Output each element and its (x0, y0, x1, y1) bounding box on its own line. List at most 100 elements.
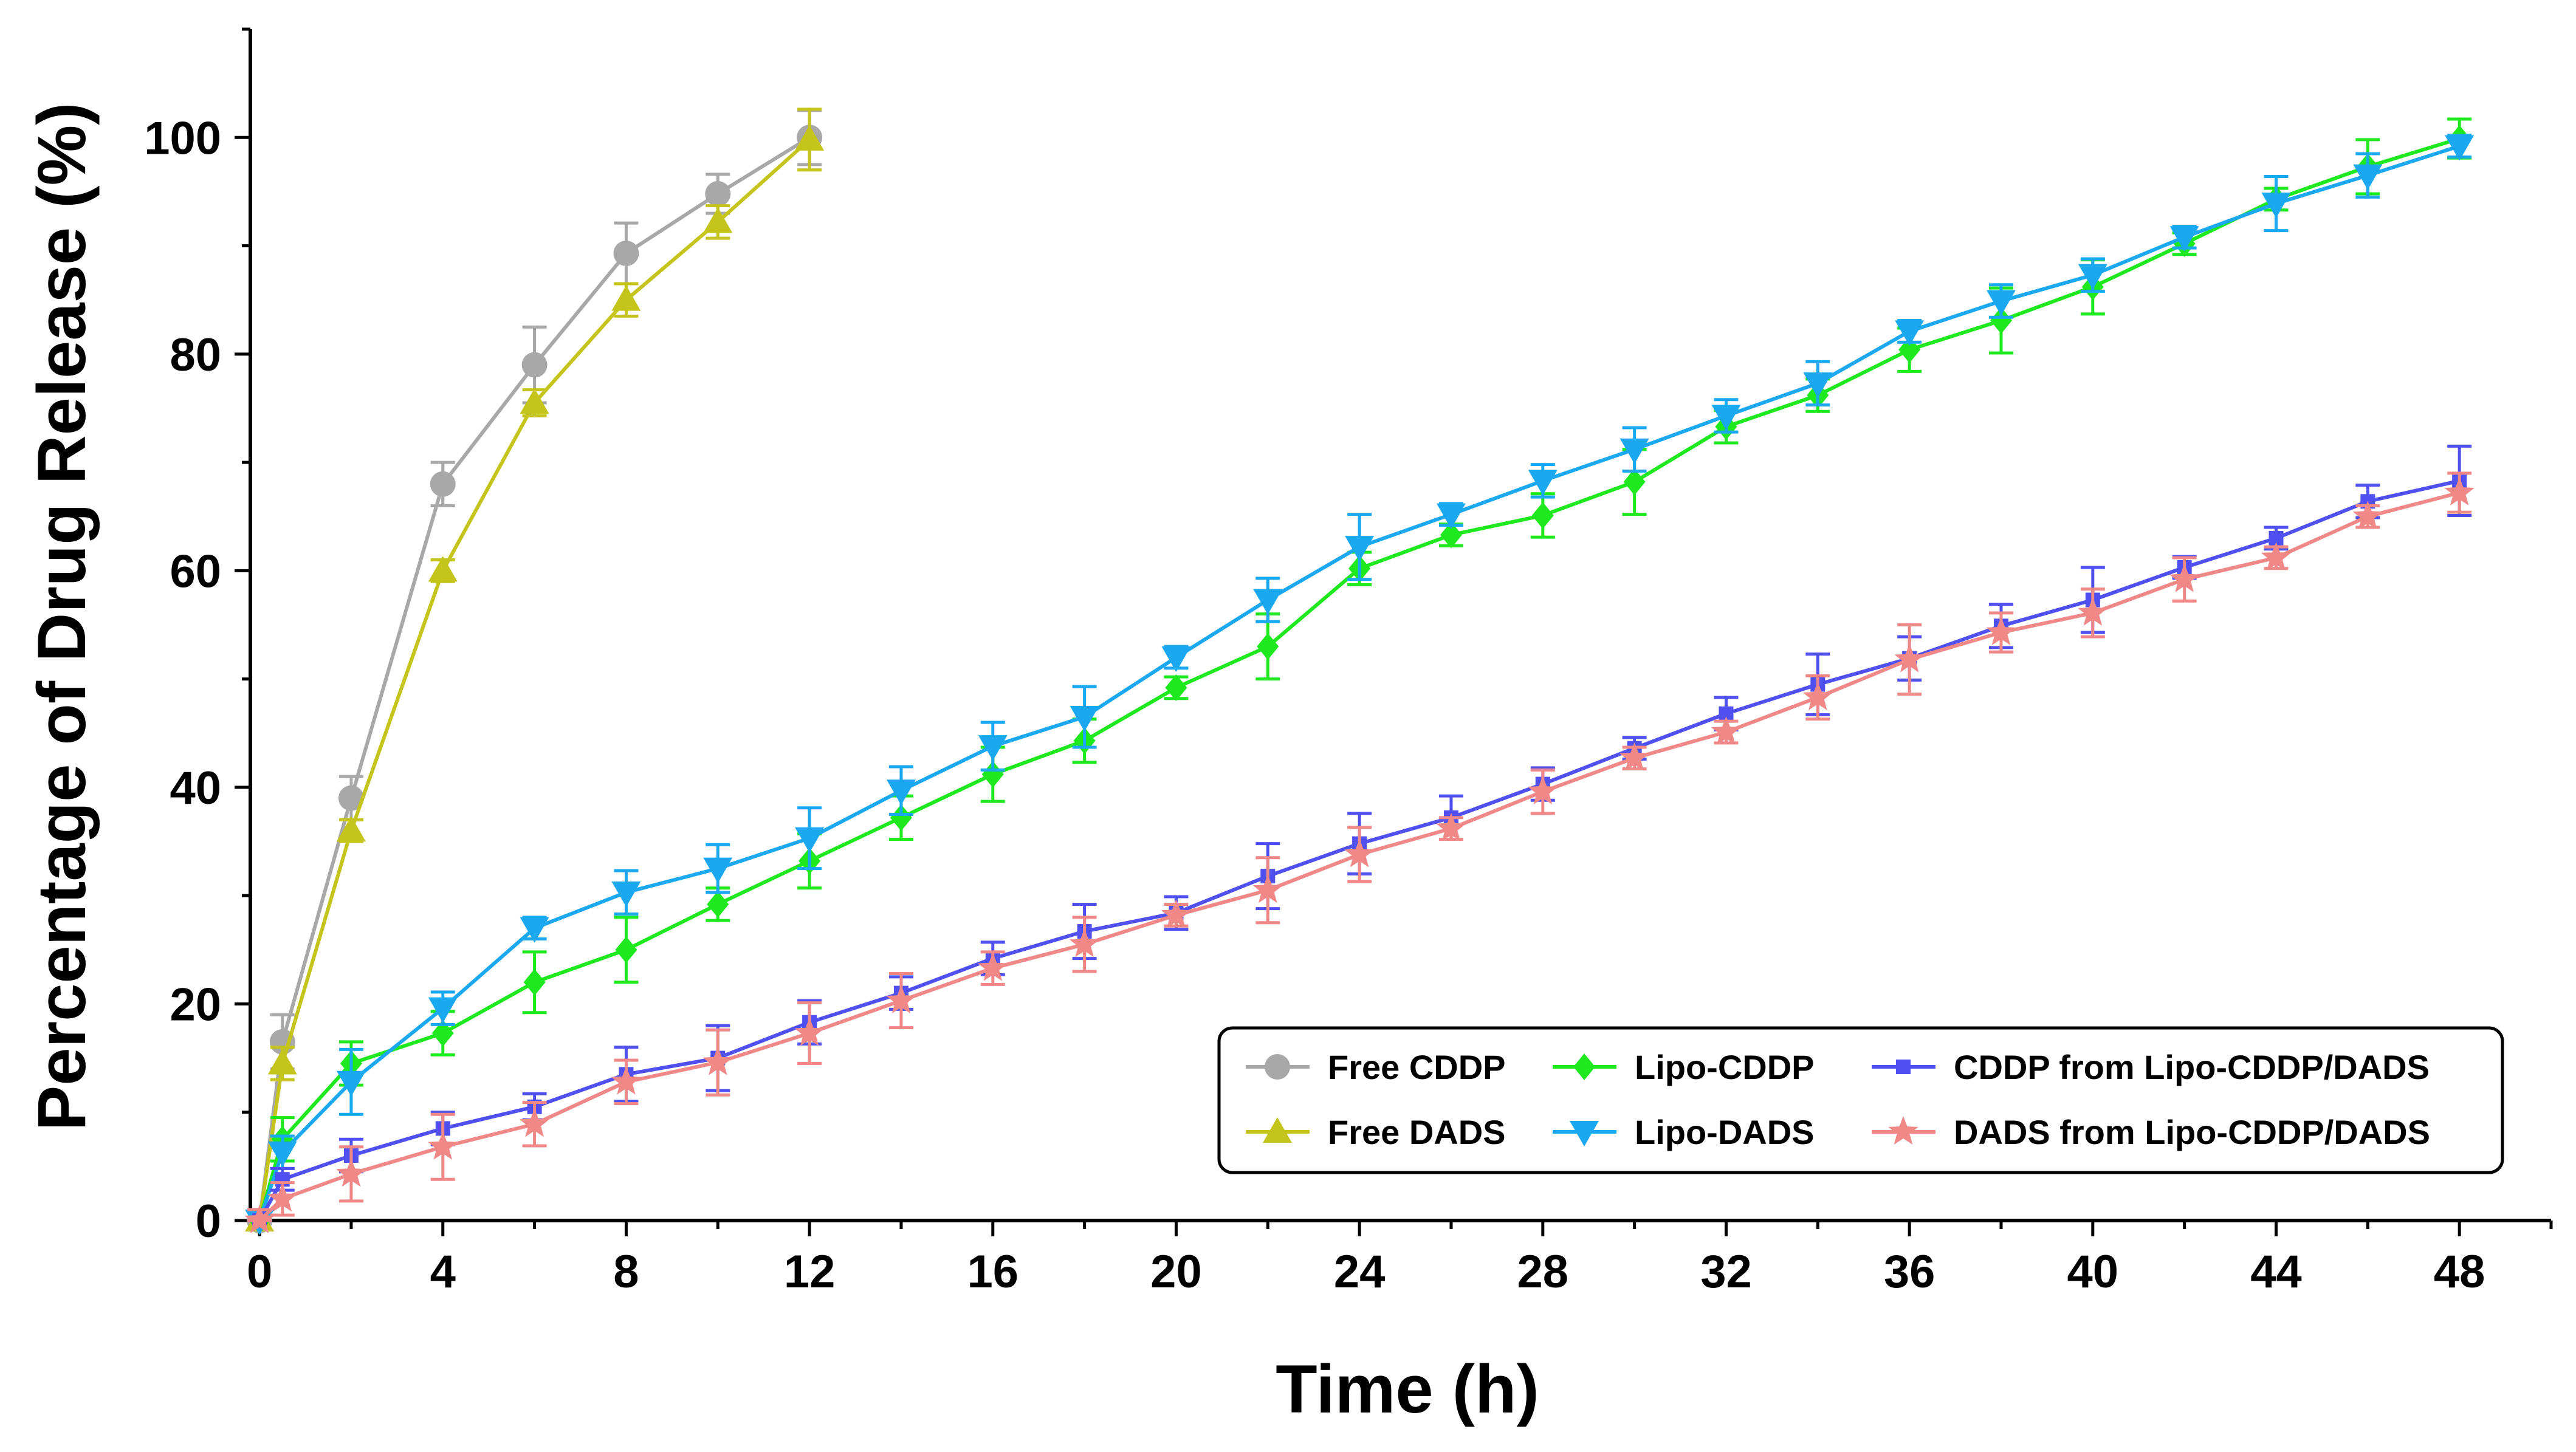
legend-item: Free DADS (1246, 1113, 1506, 1151)
legend-item: CDDP from Lipo-CDDP/DADS (1872, 1048, 2430, 1086)
data-point (521, 352, 548, 378)
data-point (2078, 597, 2108, 626)
data-point (1161, 899, 1192, 928)
data-point (1436, 812, 1466, 841)
data-point (1986, 290, 2016, 316)
data-point (520, 917, 549, 943)
x-tick-label: 32 (1700, 1246, 1752, 1298)
data-point (1070, 706, 1099, 732)
legend-label: CDDP from Lipo-CDDP/DADS (1954, 1048, 2430, 1086)
data-point (1803, 372, 1833, 398)
x-tick-label: 12 (784, 1246, 836, 1298)
data-point (2352, 501, 2383, 530)
data-point (2261, 542, 2292, 570)
legend-item: DADS from Lipo-CDDP/DADS (1872, 1113, 2430, 1151)
data-point (2445, 135, 2475, 161)
data-point (1711, 405, 1741, 431)
data-point (520, 388, 549, 414)
data-point (523, 968, 546, 996)
legend-item: Lipo-CDDP (1553, 1048, 1815, 1086)
data-point (1252, 874, 1283, 903)
x-tick-label: 4 (430, 1246, 456, 1298)
legend-swatch-marker (1888, 1116, 1918, 1145)
legend-swatch-marker (1263, 1117, 1292, 1143)
data-point (613, 241, 639, 267)
data-point (611, 881, 641, 907)
data-point (1531, 502, 1554, 529)
y-tick-label: 0 (196, 1196, 221, 1247)
data-point (795, 125, 825, 151)
data-point (267, 1141, 297, 1167)
legend-label: Free DADS (1328, 1113, 1506, 1151)
legend-item: Lipo-DADS (1553, 1113, 1815, 1151)
legend-label: Lipo-DADS (1635, 1113, 1815, 1151)
data-point (1436, 503, 1466, 529)
data-point (1990, 307, 2012, 334)
data-point (890, 804, 912, 831)
data-point (2353, 164, 2383, 190)
data-point (430, 471, 456, 497)
data-point (611, 1066, 642, 1095)
data-point (267, 1183, 298, 1212)
data-point (1619, 438, 1649, 464)
data-point (1253, 589, 1283, 615)
data-point (978, 952, 1008, 981)
x-tick-label: 28 (1517, 1246, 1569, 1298)
series-lipo-dads (245, 134, 2475, 1235)
x-axis-title: Time (h) (1276, 1351, 1539, 1427)
y-tick-label: 60 (170, 546, 221, 597)
data-point (703, 207, 733, 233)
data-point (1165, 674, 1187, 701)
data-point (336, 1158, 366, 1187)
data-point (1528, 470, 1558, 496)
data-point (795, 827, 825, 853)
data-point (2444, 477, 2475, 505)
legend-swatch-marker (1265, 1054, 1290, 1080)
data-point (267, 1049, 297, 1075)
x-tick-label: 16 (967, 1246, 1019, 1298)
data-point (611, 285, 641, 311)
data-point (1623, 468, 1646, 496)
data-point (431, 1019, 454, 1047)
x-tick-label: 0 (247, 1246, 272, 1298)
data-point (1895, 320, 1925, 346)
data-point (1161, 646, 1191, 672)
legend-swatch-marker (1896, 1060, 1911, 1074)
data-point (244, 1205, 275, 1233)
legend-box (1217, 1026, 2504, 1174)
series-line (258, 479, 2460, 1222)
series-line (258, 491, 2460, 1222)
data-point (615, 936, 637, 964)
legend-label: DADS from Lipo-CDDP/DADS (1954, 1113, 2430, 1151)
data-point (336, 816, 366, 842)
series-line (258, 144, 2461, 1221)
y-tick-label: 40 (170, 762, 221, 814)
data-point (428, 556, 458, 582)
series-layer (244, 108, 2475, 1235)
data-point (707, 891, 729, 918)
data-point (886, 985, 916, 1014)
data-point (1345, 536, 1375, 562)
data-point (1986, 617, 2016, 645)
y-tick-label: 20 (170, 979, 221, 1030)
data-point (978, 735, 1008, 761)
data-point (1894, 643, 1925, 673)
data-point (1344, 838, 1375, 868)
y-tick-label: 80 (170, 329, 221, 381)
data-point (886, 779, 916, 806)
data-point (428, 1131, 458, 1160)
data-point (1069, 928, 1100, 957)
data-point (794, 1017, 825, 1046)
series-line (258, 137, 2461, 1221)
data-point (1711, 716, 1742, 745)
data-point (705, 180, 731, 207)
data-point (1528, 776, 1558, 805)
data-point (703, 857, 733, 883)
legend-label: Free CDDP (1328, 1048, 1506, 1086)
series-dads-from-lipo-cddp-dads (244, 471, 2475, 1233)
series-line (258, 135, 811, 1221)
legend-swatch-marker (1573, 1053, 1595, 1080)
